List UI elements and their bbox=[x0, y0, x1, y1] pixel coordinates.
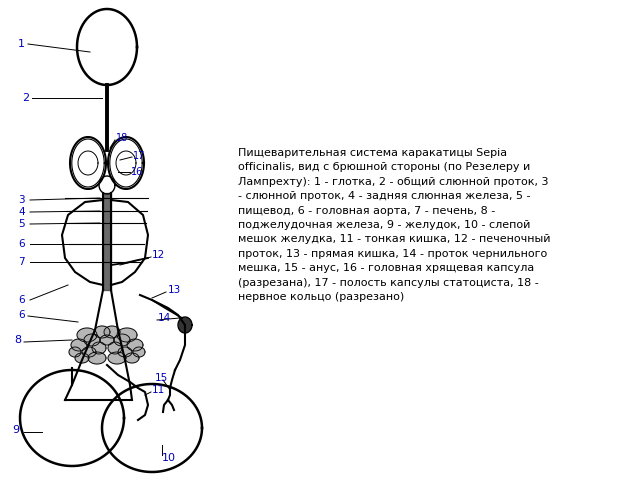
Text: 6: 6 bbox=[18, 310, 24, 320]
Polygon shape bbox=[114, 334, 130, 346]
Text: 18: 18 bbox=[116, 133, 128, 143]
Text: 7: 7 bbox=[18, 257, 24, 267]
Text: 5: 5 bbox=[18, 219, 24, 229]
Text: 17: 17 bbox=[133, 151, 145, 161]
Text: 9: 9 bbox=[12, 425, 19, 435]
Polygon shape bbox=[82, 347, 96, 357]
Polygon shape bbox=[71, 339, 87, 351]
Text: 16: 16 bbox=[131, 167, 143, 177]
Polygon shape bbox=[92, 342, 106, 354]
Text: 14: 14 bbox=[158, 313, 172, 323]
Polygon shape bbox=[133, 347, 145, 357]
Polygon shape bbox=[100, 335, 114, 345]
Text: 4: 4 bbox=[18, 207, 24, 217]
Text: Пищеварительная система каракатицы Sepia
officinalis, вид с брюшной стороны (по : Пищеварительная система каракатицы Sepia… bbox=[238, 148, 550, 302]
Polygon shape bbox=[104, 326, 120, 338]
Polygon shape bbox=[75, 353, 89, 363]
Text: 2: 2 bbox=[22, 93, 29, 103]
Polygon shape bbox=[94, 326, 110, 338]
Polygon shape bbox=[125, 353, 139, 363]
Text: 15: 15 bbox=[155, 373, 168, 383]
Polygon shape bbox=[84, 334, 100, 346]
Text: 1: 1 bbox=[18, 39, 25, 49]
Polygon shape bbox=[127, 339, 143, 351]
Polygon shape bbox=[77, 328, 97, 342]
Text: 10: 10 bbox=[162, 453, 176, 463]
Polygon shape bbox=[117, 328, 137, 342]
Polygon shape bbox=[118, 347, 132, 357]
Text: 11: 11 bbox=[152, 385, 165, 395]
Text: 13: 13 bbox=[168, 285, 181, 295]
Text: 6: 6 bbox=[18, 295, 24, 305]
Text: 6: 6 bbox=[18, 239, 24, 249]
Text: 3: 3 bbox=[18, 195, 24, 205]
Polygon shape bbox=[88, 352, 106, 364]
Polygon shape bbox=[108, 342, 122, 354]
Text: 12: 12 bbox=[152, 250, 165, 260]
Polygon shape bbox=[108, 352, 126, 364]
Polygon shape bbox=[179, 318, 191, 332]
Text: 8: 8 bbox=[14, 335, 21, 345]
Polygon shape bbox=[69, 347, 81, 357]
